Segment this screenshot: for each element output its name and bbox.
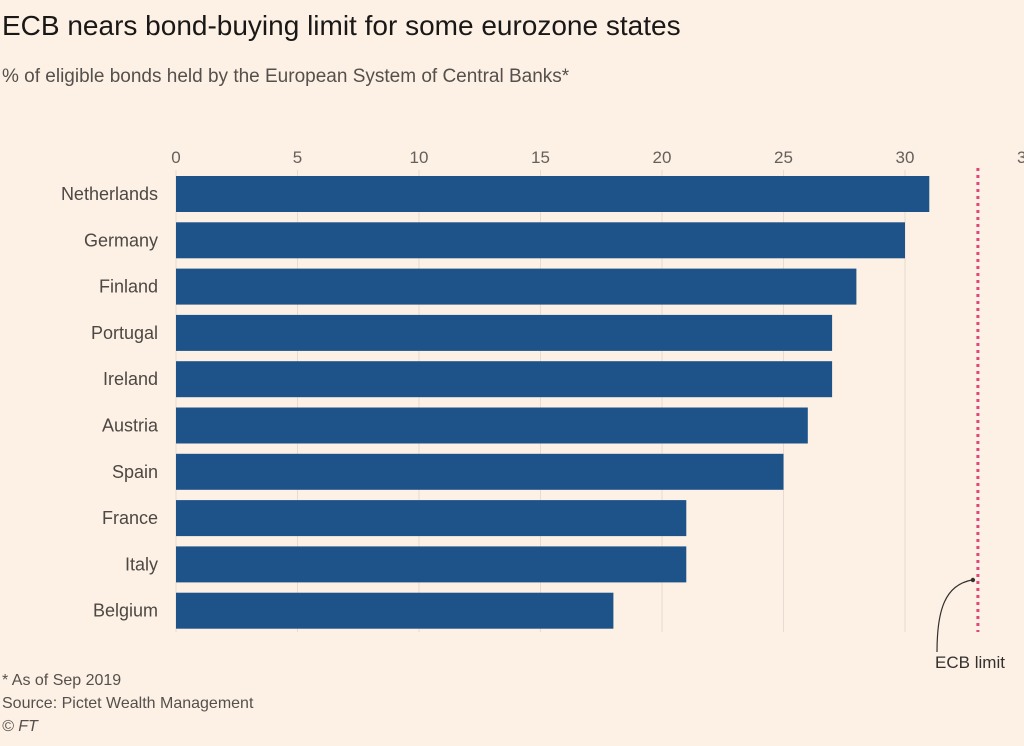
category-label: France bbox=[102, 508, 158, 528]
x-tick-label: 10 bbox=[410, 148, 429, 167]
x-tick-label: 0 bbox=[171, 148, 180, 167]
chart-title: ECB nears bond-buying limit for some eur… bbox=[2, 10, 681, 41]
category-label: Germany bbox=[84, 230, 158, 250]
credit-note: © FT bbox=[2, 718, 38, 735]
category-label: Netherlands bbox=[61, 184, 158, 204]
bar-netherlands bbox=[176, 176, 930, 212]
category-label: Belgium bbox=[93, 601, 158, 621]
annotation-arrow-head bbox=[970, 577, 976, 583]
x-tick-label: 25 bbox=[774, 148, 793, 167]
annotation-arrow bbox=[936, 579, 973, 653]
bar-italy bbox=[176, 546, 687, 583]
bar-spain bbox=[176, 453, 784, 490]
chart-subtitle: % of eligible bonds held by the European… bbox=[2, 66, 570, 87]
x-tick-label: 30 bbox=[896, 148, 915, 167]
bar-ireland bbox=[176, 361, 833, 398]
bar-austria bbox=[176, 407, 808, 444]
bar-finland bbox=[176, 268, 857, 305]
x-tick-label: 15 bbox=[531, 148, 550, 167]
x-tick-label: 20 bbox=[653, 148, 672, 167]
ecb-limit-label: ECB limit bbox=[935, 653, 1005, 672]
category-label: Portugal bbox=[91, 323, 158, 343]
bar-portugal bbox=[176, 314, 833, 351]
category-label: Ireland bbox=[103, 369, 158, 389]
source-note: Source: Pictet Wealth Management bbox=[2, 695, 254, 712]
bar-germany bbox=[176, 222, 905, 259]
footnote: * As of Sep 2019 bbox=[2, 672, 122, 689]
category-label: Spain bbox=[112, 462, 158, 482]
category-label: Austria bbox=[102, 416, 159, 436]
x-tick-label: 35 bbox=[1017, 148, 1024, 167]
category-label: Finland bbox=[99, 277, 158, 297]
bar-belgium bbox=[176, 592, 614, 629]
category-label: Italy bbox=[125, 554, 158, 574]
bar-france bbox=[176, 500, 687, 537]
x-tick-label: 5 bbox=[293, 148, 302, 167]
